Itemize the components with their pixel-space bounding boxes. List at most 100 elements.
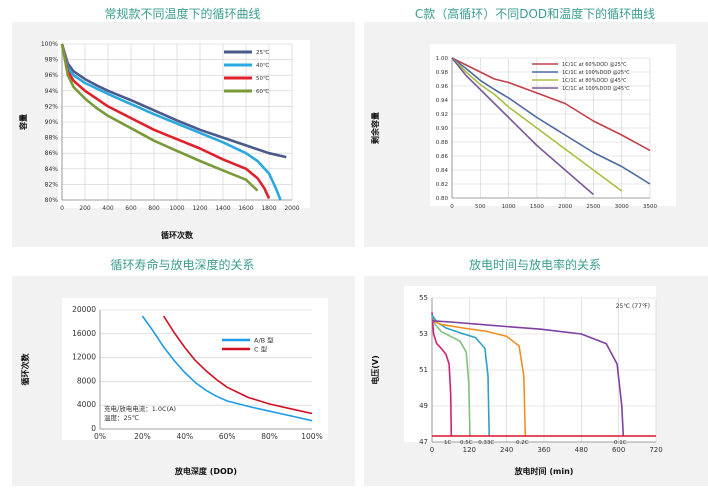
rate-label-0-2c: 0.2C — [516, 440, 529, 446]
y-tick-label: 1.00 — [436, 56, 449, 62]
rate-label-1c: 1C — [444, 440, 451, 446]
series-line-1c-1c-at-100-dod-45 — [451, 57, 594, 196]
series-line-25 — [60, 43, 287, 159]
legend-label: 40℃ — [256, 62, 269, 69]
x-tick-label: 120 — [463, 446, 476, 454]
y-tick-label: 0.98 — [436, 70, 449, 76]
y-tick-label: 0.90 — [436, 126, 449, 132]
y-tick-label: 96% — [45, 72, 59, 79]
panel-1-title: 常规款不同温度下的循环曲线 — [104, 7, 261, 21]
plot-area — [62, 298, 328, 440]
x-tick-label: 20% — [134, 432, 151, 441]
legend-label: 60℃ — [256, 88, 269, 95]
y-tick-label: 92% — [45, 103, 59, 110]
x-tick-label: 60% — [219, 432, 236, 441]
series-line-1c-1c-at-100-dod-25 — [451, 57, 651, 185]
legend-label: 25℃ — [256, 49, 269, 56]
cycle-life-dod-chart: 0% 20% 40% 60% 80% 100% 0 4000 8000 12000 16000 200… — [20, 298, 328, 476]
legend-label: 1C/1C at 100%DOD @45℃ — [562, 86, 630, 92]
legend-label: 1C/1C at 100%DOD @25℃ — [562, 70, 630, 76]
y-tick-label: 80% — [45, 197, 59, 204]
x-axis-label: 循环次数 — [160, 230, 194, 240]
x-tick-label: 1000 — [169, 205, 184, 212]
y-tick-label: 4000 — [77, 400, 96, 409]
x-tick-label: 0 — [430, 446, 434, 454]
annotation-text: 温度：25℃ — [104, 413, 139, 422]
x-tick-label: 1800 — [261, 205, 276, 212]
y-tick-label: 100% — [41, 41, 58, 48]
y-tick-label: 53 — [419, 330, 428, 338]
series-line-40 — [60, 43, 282, 201]
y-tick-label: 0.80 — [436, 196, 449, 202]
x-tick-label: 1500 — [530, 204, 544, 210]
x-tick-label: 200 — [79, 205, 91, 212]
y-axis-label: 循环次数 — [20, 353, 30, 387]
annotation-text: 充电/放电电流：1.0C(A) — [104, 404, 176, 413]
y-tick-label: 12000 — [72, 353, 96, 362]
x-tick-label: 720 — [649, 446, 662, 454]
x-tick-label: 3500 — [643, 204, 657, 210]
x-tick-label: 240 — [500, 446, 513, 454]
x-tick-label: 2000 — [284, 205, 299, 212]
panel-4-title: 放电时间与放电率的关系 — [468, 258, 601, 272]
y-tick-label: 86% — [45, 150, 59, 157]
x-axis-label: 放电时间 (min) — [514, 466, 574, 476]
discharge-time-chart: 0 120 240 360 480 600 720 47 49 51 53 55 放电时间 (min) 电… — [370, 286, 663, 476]
x-tick-label: 1000 — [502, 204, 516, 210]
y-tick-label: 0.86 — [436, 154, 449, 160]
y-tick-label: 55 — [419, 294, 428, 302]
x-tick-label: 0 — [60, 205, 64, 212]
legend-label: 50℃ — [256, 75, 269, 82]
x-tick-label: 80% — [261, 432, 278, 441]
y-tick-label: 51 — [419, 366, 428, 374]
x-tick-label: 600 — [125, 205, 137, 212]
plot-area — [404, 286, 656, 442]
legend-label: A/B 型 — [254, 336, 274, 345]
y-tick-label: 90% — [45, 119, 59, 126]
y-tick-label: 0.84 — [436, 168, 449, 174]
x-tick-label: 100% — [301, 432, 322, 441]
series-line-1c-1c-at-60-dod-25 — [451, 57, 651, 152]
y-axis-label: 电压(V) — [370, 355, 380, 385]
y-tick-label: 0.92 — [436, 112, 448, 118]
x-axis-label: 放电深度 (DOD) — [174, 466, 237, 476]
series-line-0-2c — [431, 320, 527, 437]
y-tick-label: 16000 — [72, 329, 96, 338]
series-line-0-1c — [431, 320, 625, 437]
y-tick-label: 0 — [91, 424, 96, 433]
rate-label-0-33c: 0.33C — [478, 440, 494, 446]
x-tick-label: 3000 — [615, 204, 629, 210]
x-tick-label: 800 — [148, 205, 160, 212]
x-tick-label: 0% — [94, 432, 106, 441]
y-axis-label: 剩余容量 — [370, 112, 380, 144]
rate-label-0-5c: 0.5C — [460, 440, 473, 446]
x-tick-label: 500 — [475, 204, 486, 210]
y-tick-label: 98% — [45, 57, 59, 64]
y-tick-label: 0.88 — [436, 140, 449, 146]
y-tick-label: 94% — [45, 88, 59, 95]
y-tick-label: 49 — [419, 402, 428, 410]
legend-label: 1C/1C at 60%DOD @25℃ — [562, 62, 627, 68]
y-tick-label: 0.96 — [436, 84, 449, 90]
series-line-1c — [431, 312, 453, 437]
x-tick-label: 1600 — [238, 205, 253, 212]
y-tick-label: 84% — [45, 166, 59, 173]
panel-2-title: C款（高循环）不同DOD和温度下的循环曲线 — [414, 7, 656, 21]
legend-label: C 型 — [254, 345, 268, 354]
y-tick-label: 0.82 — [436, 182, 448, 188]
x-tick-label: 0 — [450, 204, 454, 210]
y-tick-label: 20000 — [72, 305, 96, 314]
y-tick-label: 8000 — [77, 376, 96, 385]
x-tick-label: 2000 — [558, 204, 572, 210]
y-tick-label: 0.94 — [436, 98, 449, 104]
series-line-c — [162, 315, 313, 415]
x-tick-label: 360 — [537, 446, 550, 454]
y-axis-label: 容量 — [18, 114, 28, 131]
x-tick-label: 2500 — [586, 204, 600, 210]
x-tick-label: 400 — [102, 205, 114, 212]
x-tick-label: 600 — [612, 446, 625, 454]
remaining-capacity-chart: 0 500 1000 1500 2000 2500 3000 3500 0.80 0.82 0.84… — [370, 44, 676, 210]
y-tick-label: 88% — [45, 135, 59, 142]
capacity-cycle-chart: 0 200 400 600 800 1000 1200 1400 1600 1800 2000 80%… — [18, 40, 310, 240]
legend-label: 1C/1C at 80%DOD @45℃ — [562, 78, 627, 84]
